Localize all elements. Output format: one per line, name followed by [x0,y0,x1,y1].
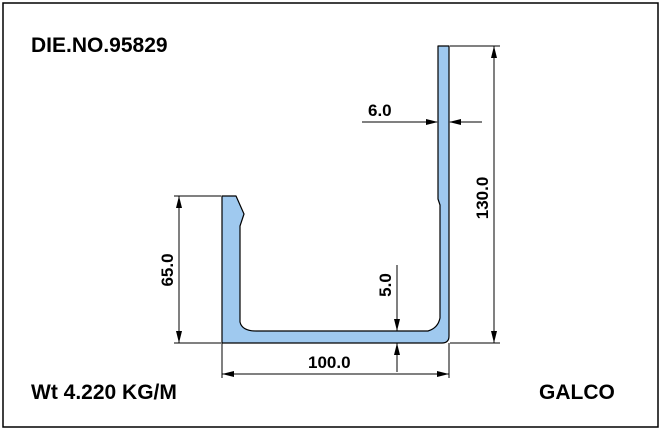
company-label: GALCO [539,381,615,404]
wall-thickness-label: 6.0 [368,101,392,120]
overall-height-label: 130.0 [473,177,492,220]
short-leg-height-label: 65.0 [158,253,177,286]
base-thickness-label: 5.0 [376,273,395,297]
die-number-label: DIE.NO.95829 [31,34,168,57]
weight-label: Wt 4.220 KG/M [31,381,177,404]
overall-width-label: 100.0 [308,353,351,372]
